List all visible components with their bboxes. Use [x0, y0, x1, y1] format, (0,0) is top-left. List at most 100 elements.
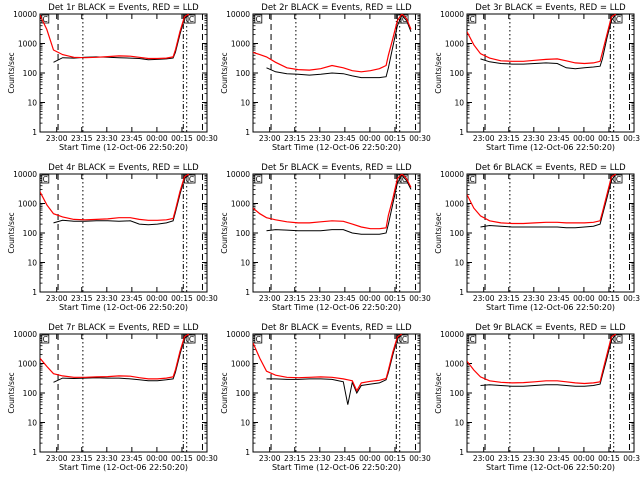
- svg-text:C: C: [616, 335, 621, 344]
- x-tick-label: 23:45: [548, 134, 570, 143]
- annotation-marker: C: [254, 14, 263, 24]
- y-tick-label: 10: [240, 419, 250, 428]
- y-tick-label: 10000: [13, 330, 37, 339]
- x-tick-label: 00:30: [409, 294, 431, 303]
- y-tick-label: 1000: [18, 200, 37, 209]
- x-tick-label: 23:00: [473, 294, 495, 303]
- x-tick-label: 23:30: [309, 454, 331, 463]
- panel-det-9: Det 9r BLACK = Events, RED = LLD 1 10 100 10…: [434, 323, 640, 472]
- y-tick-label: 10000: [440, 10, 464, 19]
- x-tick-label: 23:30: [309, 134, 331, 143]
- panel-title: Det 8r BLACK = Events, RED = LLD: [261, 323, 412, 333]
- y-tick-label: 10000: [13, 10, 37, 19]
- y-tick-label: 100: [236, 229, 251, 238]
- x-tick-label: 00:15: [598, 134, 620, 143]
- events-line: [480, 174, 617, 229]
- x-axis-label: Start Time (12-Oct-06 22:50:20): [272, 303, 401, 312]
- x-tick-label: 23:00: [46, 134, 68, 143]
- x-tick-label: 23:30: [96, 294, 118, 303]
- annotation-marker: C: [41, 174, 50, 184]
- y-tick-label: 1: [459, 288, 464, 297]
- svg-text:C: C: [616, 175, 621, 184]
- svg-text:C: C: [189, 175, 194, 184]
- y-tick-label: 1000: [445, 360, 464, 369]
- annotation-marker: C: [187, 14, 196, 24]
- x-tick-label: 00:00: [359, 294, 381, 303]
- x-tick-label: 23:15: [71, 454, 93, 463]
- lld-line: [467, 334, 617, 385]
- x-tick-label: 00:00: [359, 134, 381, 143]
- x-tick-label: 23:15: [71, 134, 93, 143]
- y-tick-label: 1: [245, 448, 250, 457]
- x-tick-label: 23:00: [259, 134, 281, 143]
- svg-text:C: C: [616, 15, 621, 24]
- annotation-marker: C: [468, 334, 477, 344]
- panel-det-3: Det 3r BLACK = Events, RED = LLD 1 10 100 10…: [434, 3, 640, 152]
- events-line: [53, 334, 190, 383]
- y-axis-label: Counts/sec: [434, 52, 443, 93]
- x-axis-label: Start Time (12-Oct-06 22:50:20): [59, 463, 188, 472]
- svg-text:C: C: [402, 175, 407, 184]
- x-tick-label: 00:30: [623, 294, 640, 303]
- y-tick-label: 10000: [226, 10, 250, 19]
- y-tick-label: 100: [450, 389, 465, 398]
- panel-det-6: Det 6r BLACK = Events, RED = LLD 1 10 100 10…: [434, 163, 640, 312]
- events-line: [53, 174, 190, 226]
- x-tick-label: 23:00: [259, 294, 281, 303]
- y-tick-label: 1: [32, 128, 37, 137]
- y-tick-label: 10: [454, 259, 464, 268]
- panel-det-7: Det 7r BLACK = Events, RED = LLD 1 10 100 10…: [7, 323, 218, 472]
- panel-title: Det 1r BLACK = Events, RED = LLD: [48, 3, 199, 13]
- x-tick-label: 00:00: [573, 134, 595, 143]
- svg-text:C: C: [43, 335, 48, 344]
- y-axis-label: Counts/sec: [7, 212, 16, 253]
- y-tick-label: 10: [454, 99, 464, 108]
- y-tick-label: 100: [450, 229, 465, 238]
- x-axis-label: Start Time (12-Oct-06 22:50:20): [486, 143, 615, 152]
- svg-text:C: C: [470, 15, 475, 24]
- panel-title: Det 4r BLACK = Events, RED = LLD: [48, 163, 199, 173]
- x-axis-label: Start Time (12-Oct-06 22:50:20): [272, 463, 401, 472]
- y-tick-label: 100: [23, 389, 38, 398]
- x-tick-label: 00:15: [171, 294, 193, 303]
- x-tick-label: 23:00: [259, 454, 281, 463]
- y-tick-label: 1000: [231, 200, 250, 209]
- events-line: [266, 334, 403, 405]
- y-tick-label: 10: [27, 419, 37, 428]
- x-tick-label: 23:00: [46, 454, 68, 463]
- annotation-marker: C: [614, 334, 623, 344]
- panel-title: Det 2r BLACK = Events, RED = LLD: [261, 3, 412, 13]
- y-tick-label: 1: [32, 288, 37, 297]
- annotation-marker: C: [187, 174, 196, 184]
- x-tick-label: 23:15: [498, 294, 520, 303]
- y-axis-label: Counts/sec: [220, 212, 229, 253]
- lld-line: [253, 174, 412, 230]
- x-tick-label: 00:30: [623, 454, 640, 463]
- lld-line: [253, 334, 403, 393]
- annotation-marker: C: [254, 334, 263, 344]
- lld-line: [467, 174, 617, 225]
- x-tick-label: 23:30: [96, 454, 118, 463]
- x-tick-label: 00:00: [146, 134, 168, 143]
- panel-title: Det 3r BLACK = Events, RED = LLD: [475, 3, 626, 13]
- x-tick-label: 00:15: [384, 134, 406, 143]
- y-tick-label: 1: [245, 128, 250, 137]
- y-tick-label: 100: [23, 69, 38, 78]
- y-tick-label: 1000: [445, 200, 464, 209]
- events-line: [266, 174, 412, 235]
- x-tick-label: 00:30: [409, 454, 431, 463]
- x-tick-label: 23:15: [498, 134, 520, 143]
- plot-frame: [39, 173, 208, 293]
- x-tick-label: 23:30: [309, 294, 331, 303]
- x-tick-label: 23:45: [121, 454, 143, 463]
- x-tick-label: 00:30: [623, 134, 640, 143]
- y-axis-label: Counts/sec: [7, 372, 16, 413]
- y-tick-label: 1000: [18, 360, 37, 369]
- svg-text:C: C: [256, 335, 261, 344]
- svg-text:C: C: [189, 15, 194, 24]
- svg-text:C: C: [470, 175, 475, 184]
- y-tick-label: 10000: [13, 170, 37, 179]
- y-tick-label: 10000: [226, 170, 250, 179]
- y-tick-label: 10000: [226, 330, 250, 339]
- x-tick-label: 23:30: [96, 134, 118, 143]
